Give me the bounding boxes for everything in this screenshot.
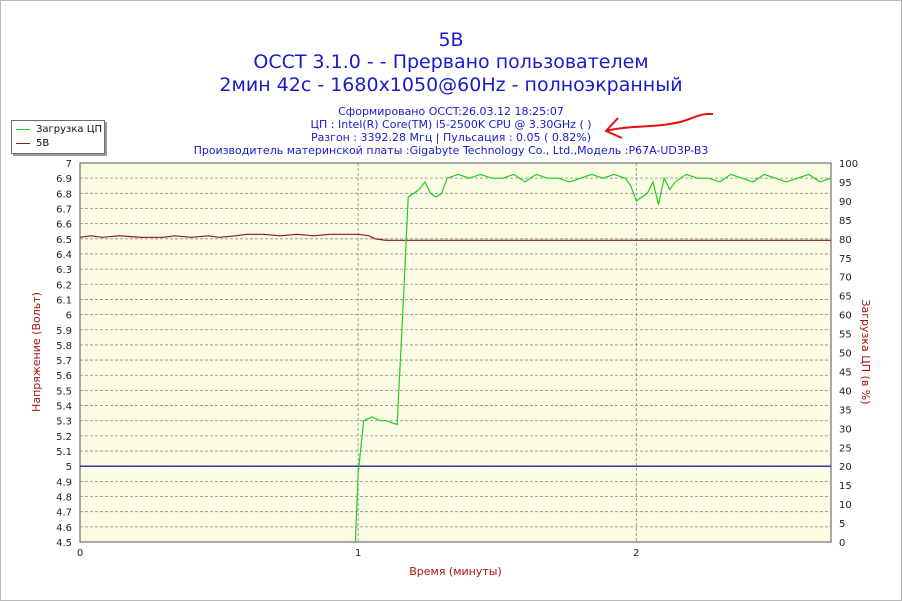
y-tick-label-left: 4.7: [56, 508, 72, 519]
series-line-5v: [79, 233, 831, 241]
chart-title: 5В: [438, 29, 464, 51]
y-tick-label-left: 5.4: [56, 402, 72, 413]
y-tick-label-right: 20: [839, 462, 852, 473]
x-tick-label: 0: [77, 548, 83, 559]
y-tick-label-left: 6.8: [56, 189, 72, 200]
legend-swatch-5v: [16, 143, 30, 144]
annotation-arrowhead: [604, 117, 623, 139]
plot-area: [79, 162, 832, 543]
y-tick-label-left: 6.1: [56, 295, 72, 306]
annotation-arrow: [605, 112, 714, 132]
chart-subtitle: OCCT 3.1.0 - - Прервано пользователем: [253, 51, 649, 73]
y-axis-label-left: Напряжение (Вольт): [30, 292, 43, 412]
legend-label-5v: 5В: [36, 138, 50, 149]
y-tick-label-right: 95: [839, 178, 852, 189]
legend-item-cpu-load: Загрузка ЦП: [16, 124, 102, 135]
cpu-info: ЦП : Intel(R) Core(TM) i5-2500K CPU @ 3.…: [310, 118, 592, 131]
y-tick-label-right: 35: [839, 405, 852, 416]
series-line-cpu-load: [354, 173, 832, 543]
y-tick-label-left: 7: [66, 159, 72, 170]
y-tick-label-left: 4.5: [56, 538, 72, 549]
y-tick-label-left: 6.6: [56, 220, 72, 231]
y-tick-label-left: 5.5: [56, 386, 72, 397]
y-tick-label-right: 85: [839, 216, 852, 227]
y-tick-label-right: 45: [839, 367, 852, 378]
y-tick-label-right: 65: [839, 292, 852, 303]
y-tick-label-right: 15: [839, 481, 852, 492]
motherboard-info: Производитель материнской платы :Gigabyt…: [193, 144, 709, 157]
x-tick-label: 1: [355, 548, 361, 559]
y-tick-label-left: 5: [66, 462, 72, 473]
y-tick-label-right: 100: [839, 159, 858, 170]
y-tick-label-left: 6.4: [56, 250, 72, 261]
y-tick-label-right: 55: [839, 330, 852, 341]
x-tick-label: 2: [633, 548, 639, 559]
y-tick-label-right: 60: [839, 311, 852, 322]
chart-subtitle-2: 2мин 42с - 1680x1050@60Hz - полноэкранны…: [219, 74, 683, 96]
overclock-info: Разгон : 3392.28 Мгц | Пульсация : 0.05 …: [310, 131, 592, 144]
y-tick-label-left: 5.2: [56, 432, 72, 443]
y-tick-label-left: 5.1: [56, 447, 72, 458]
legend: Загрузка ЦП 5В: [11, 120, 105, 154]
y-tick-label-right: 10: [839, 500, 852, 511]
y-tick-label-left: 6.5: [56, 235, 72, 246]
y-tick-label-left: 5.9: [56, 326, 72, 337]
y-tick-label-right: 40: [839, 386, 852, 397]
y-tick-label-right: 30: [839, 424, 852, 435]
legend-item-5v: 5В: [16, 138, 49, 149]
y-tick-label-left: 4.8: [56, 493, 72, 504]
y-tick-label-right: 90: [839, 197, 852, 208]
y-tick-label-left: 6: [66, 311, 72, 322]
y-tick-label-left: 5.3: [56, 417, 72, 428]
y-tick-label-right: 50: [839, 349, 852, 360]
y-tick-label-right: 70: [839, 273, 852, 284]
y-axis-label-right: Загрузка ЦП (в %): [859, 299, 872, 404]
y-tick-label-right: 75: [839, 254, 852, 265]
y-tick-label-left: 5.7: [56, 356, 72, 367]
y-tick-label-left: 4.6: [56, 523, 72, 534]
y-tick-label-left: 6.9: [56, 174, 72, 185]
legend-swatch-cpu-load: [16, 129, 30, 130]
y-tick-label-left: 5.8: [56, 341, 72, 352]
y-tick-label-right: 5: [839, 519, 845, 530]
y-tick-label-left: 6.2: [56, 280, 72, 291]
legend-label-cpu-load: Загрузка ЦП: [36, 124, 103, 135]
y-tick-label-right: 0: [839, 538, 845, 549]
y-tick-label-left: 6.7: [56, 204, 72, 215]
x-axis-label: Время (минуты): [409, 565, 502, 578]
y-tick-label-left: 6.3: [56, 265, 72, 276]
y-tick-label-left: 5.6: [56, 371, 72, 382]
y-tick-label-left: 4.9: [56, 477, 72, 488]
generated-info: Сформировано OCCT:26.03.12 18:25:07: [338, 105, 564, 118]
y-tick-label-right: 80: [839, 235, 852, 246]
y-tick-label-right: 25: [839, 443, 852, 454]
